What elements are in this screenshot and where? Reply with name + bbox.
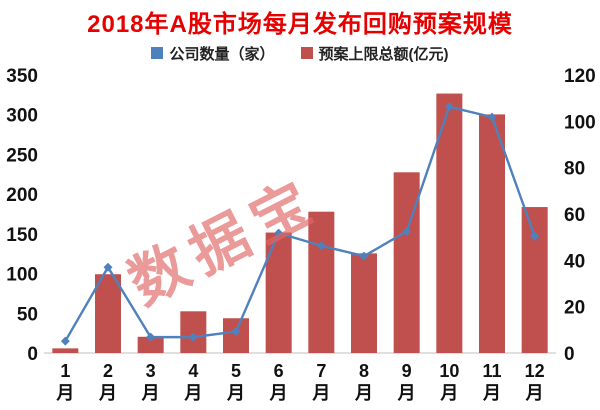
- x-tick-label-number: 11: [482, 361, 501, 381]
- line-marker-5月: [231, 327, 241, 337]
- cap-total-swatch-icon: [300, 47, 313, 59]
- right-axis-tick-label: 0: [564, 344, 575, 365]
- bar-1月: [52, 348, 79, 353]
- right-axis-tick-label: 40: [564, 251, 585, 272]
- x-tick-label-number: 2: [103, 361, 113, 381]
- x-tick-label-number: 9: [402, 361, 412, 381]
- x-tick-label-unit: 月: [354, 383, 373, 403]
- right-axis-tick-label: 20: [564, 298, 585, 319]
- page-title: 2018年A股市场每月发布回购预案规模: [87, 11, 513, 38]
- bar-6月: [265, 232, 292, 353]
- bar-4月: [180, 311, 207, 353]
- line-marker-4月: [188, 332, 198, 342]
- x-tick-label-unit: 月: [311, 383, 330, 403]
- company-count-line: [64, 105, 536, 342]
- chart-legend: 公司数量（家） 预案上限总额(亿元): [0, 41, 600, 65]
- left-axis-tick-label: 100: [6, 265, 38, 286]
- chart-area: 0 50 100 150 200 250 300 350 0 20 40 60 80 100 120 1 月 2 月…: [0, 65, 600, 409]
- bar-3月: [137, 336, 164, 353]
- x-tick-label-number: 7: [316, 361, 326, 381]
- line-marker-12月: [530, 231, 540, 241]
- line-marker-10月: [444, 102, 454, 112]
- left-axis-tick-label: 350: [6, 66, 38, 87]
- right-axis-tick-label: 60: [564, 205, 585, 226]
- bar-7月: [308, 211, 335, 353]
- x-tick-label-number: 6: [274, 361, 284, 381]
- bar-8月: [351, 253, 377, 353]
- right-axis-tick-label: 80: [564, 159, 585, 180]
- line-marker-2月: [103, 262, 113, 272]
- x-tick-label-unit: 月: [397, 383, 416, 403]
- combo-chart-svg: 0501001502002503003500204060801001201月2月…: [6, 66, 596, 403]
- x-tick-label-number: 12: [525, 361, 545, 381]
- line-marker-7月: [316, 241, 326, 251]
- left-axis-tick-label: 300: [6, 106, 38, 127]
- x-tick-label-unit: 月: [98, 383, 117, 403]
- line-marker-9月: [402, 226, 412, 236]
- legend-item-cap-total: 预案上限总额(亿元): [300, 43, 449, 64]
- bar-2月: [95, 274, 121, 353]
- x-tick-label-unit: 月: [183, 383, 202, 403]
- left-axis-tick-label: 50: [17, 304, 38, 325]
- bar-9月: [393, 172, 420, 353]
- left-axis-tick-label: 200: [6, 185, 38, 206]
- company-count-swatch-icon: [151, 47, 164, 59]
- x-tick-label-unit: 月: [226, 383, 245, 403]
- x-tick-label-unit: 月: [439, 383, 458, 403]
- legend-label-company-count: 公司数量（家）: [169, 45, 275, 63]
- bar-11月: [479, 114, 505, 353]
- x-tick-label-number: 3: [146, 361, 156, 381]
- legend-label-cap-total: 预案上限总额(亿元): [318, 45, 449, 63]
- line-marker-6月: [274, 228, 284, 238]
- x-tick-label-unit: 月: [482, 383, 501, 403]
- bar-10月: [436, 93, 463, 354]
- right-axis-tick-label: 120: [564, 66, 596, 87]
- x-tick-label-number: 5: [231, 361, 241, 381]
- right-axis-tick-label: 100: [564, 112, 596, 133]
- x-tick-label-number: 10: [439, 361, 459, 381]
- x-tick-label-number: 4: [188, 361, 198, 381]
- bar-12月: [521, 207, 548, 353]
- x-tick-label-unit: 月: [55, 383, 74, 403]
- x-tick-label-number: 1: [60, 361, 70, 381]
- x-tick-label-unit: 月: [141, 383, 160, 403]
- x-tick-label-unit: 月: [269, 383, 288, 403]
- line-marker-11月: [487, 112, 497, 122]
- left-axis-tick-label: 0: [27, 344, 38, 365]
- line-marker-1月: [60, 336, 70, 346]
- left-axis-tick-label: 150: [6, 225, 38, 246]
- x-tick-label-number: 8: [359, 361, 369, 381]
- left-axis-tick-label: 250: [6, 145, 38, 166]
- legend-item-company-count: 公司数量（家）: [151, 43, 275, 64]
- line-marker-8月: [359, 251, 369, 261]
- line-marker-3月: [146, 332, 156, 342]
- x-tick-label-unit: 月: [525, 383, 544, 403]
